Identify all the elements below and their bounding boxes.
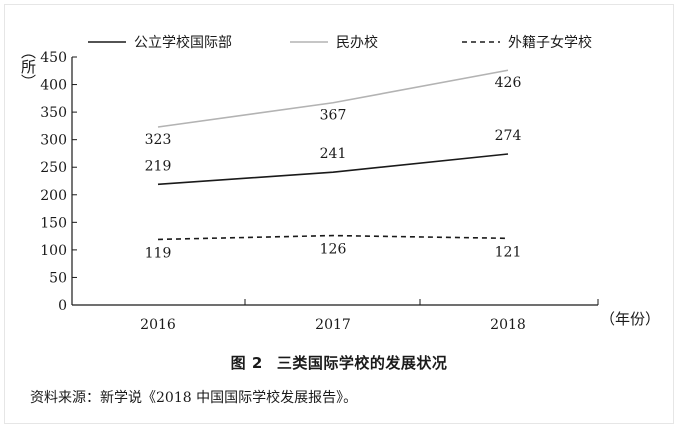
y-tick-label: 100 <box>40 243 67 259</box>
x-tick-label: 2016 <box>140 317 176 333</box>
data-label: 426 <box>495 75 522 91</box>
data-label: 367 <box>320 108 347 124</box>
series-line <box>157 69 509 128</box>
y-tick-label: 250 <box>40 160 67 176</box>
figure-number: 图 2 <box>230 354 263 372</box>
data-label: 219 <box>145 158 172 174</box>
y-tick-label: 200 <box>40 188 67 204</box>
data-label: 241 <box>320 146 347 162</box>
y-tick-label: 150 <box>40 215 67 231</box>
data-label: 323 <box>145 132 172 148</box>
data-label: 119 <box>145 245 172 261</box>
figure-title: 三类国际学校的发展状况 <box>276 354 448 372</box>
y-tick-label: 400 <box>40 78 67 94</box>
y-tick-label: 0 <box>58 298 67 314</box>
y-tick-label: 350 <box>40 105 67 121</box>
series-line <box>157 153 509 186</box>
line-chart: 0 50 100 150 200 250 300 350 400 450 2016 2017 2018 2… <box>40 34 599 333</box>
figure-frame <box>4 4 674 424</box>
y-tick-label: 50 <box>49 270 67 286</box>
y-tick-label: 450 <box>40 50 67 66</box>
legend-label: 民办校 <box>336 34 378 51</box>
x-tick-label: 2018 <box>490 317 526 333</box>
source-note: 资料来源：新学说《2018 中国国际学校发展报告》。 <box>30 390 358 406</box>
y-tick-label: 300 <box>40 133 67 149</box>
data-label: 126 <box>320 242 347 258</box>
data-label: 121 <box>495 244 522 260</box>
x-tick-label: 2017 <box>315 317 351 333</box>
legend-label: 外籍子女学校 <box>508 34 592 51</box>
data-label: 274 <box>495 128 522 144</box>
series-line <box>157 234 509 241</box>
figure-caption: 图 2 三类国际学校的发展状况 <box>0 352 678 373</box>
y-axis-label: （所） <box>19 44 37 89</box>
x-axis-label: （年份） <box>600 310 661 328</box>
legend-label: 公立学校国际部 <box>134 34 232 51</box>
